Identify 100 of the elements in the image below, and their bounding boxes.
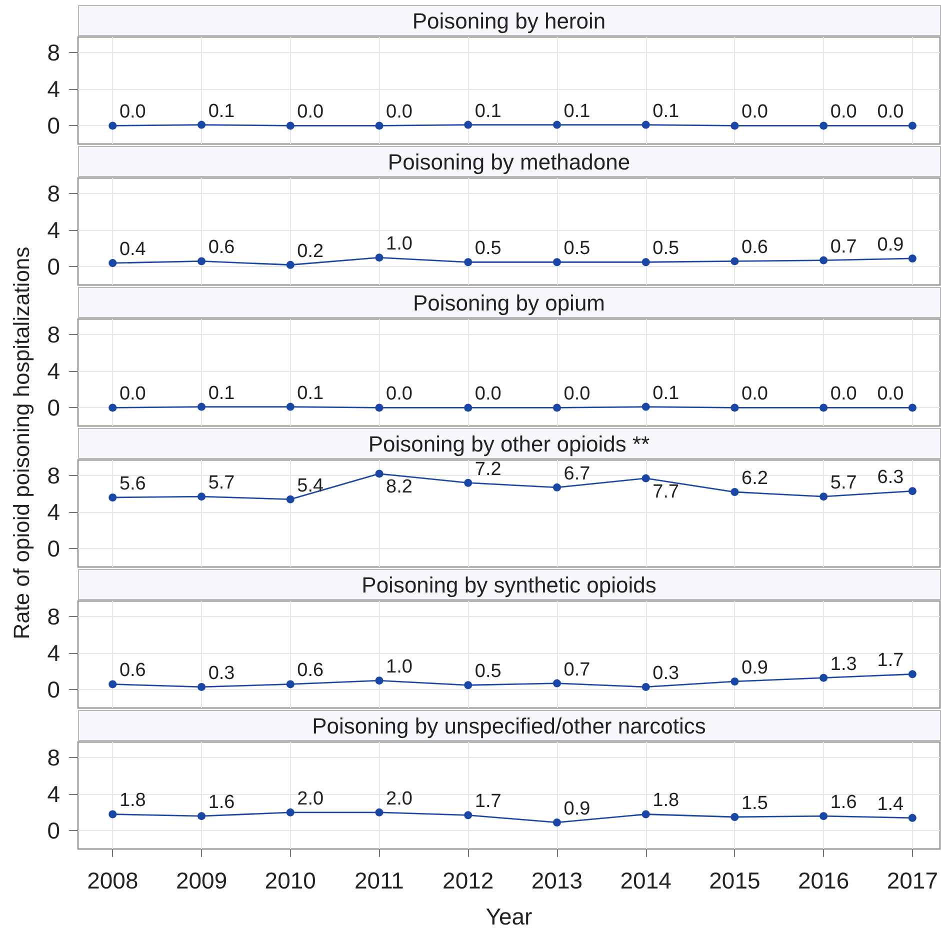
data-label: 5.4 <box>297 475 324 496</box>
data-label: 5.6 <box>119 473 146 494</box>
point <box>730 257 739 266</box>
point <box>552 818 561 826</box>
x-tick-label: 2008 <box>87 868 138 894</box>
data-label: 1.3 <box>830 654 857 675</box>
data-label: 0.0 <box>119 384 146 405</box>
data-label: 0.9 <box>742 657 768 678</box>
x-tick-label: 2010 <box>264 868 316 894</box>
y-tick-label: 8 <box>47 180 60 207</box>
x-tick-label: 2016 <box>798 868 850 894</box>
data-label: 1.6 <box>208 792 235 814</box>
data-label: 0.0 <box>742 102 768 123</box>
chart-title: Poisoning by other opioids ** <box>368 432 650 456</box>
data-label: 5.7 <box>208 472 235 494</box>
point <box>198 492 206 501</box>
point <box>464 478 472 487</box>
data-label: 0.1 <box>474 100 502 122</box>
y-tick-label: 0 <box>47 536 60 562</box>
data-label: 0.0 <box>742 384 768 405</box>
data-label: 0.0 <box>297 102 324 123</box>
data-label: 0.0 <box>564 384 590 405</box>
point <box>908 814 916 822</box>
data-label: 6.2 <box>742 468 768 490</box>
y-tick-label: 4 <box>47 76 60 102</box>
data-label: 0.0 <box>386 384 412 405</box>
x-tick-label: 2017 <box>886 868 938 894</box>
data-label: 0.2 <box>297 240 324 262</box>
data-label: 0.1 <box>208 100 235 122</box>
data-label: 0.0 <box>877 102 904 123</box>
point <box>908 487 916 496</box>
point <box>730 812 739 821</box>
x-tick-label: 2012 <box>442 868 494 894</box>
data-label: 0.9 <box>564 798 590 820</box>
data-label: 5.7 <box>830 472 857 494</box>
data-label: 2.0 <box>386 788 412 810</box>
data-label: 0.0 <box>830 102 857 123</box>
y-tick-label: 0 <box>47 676 60 703</box>
point <box>286 495 294 504</box>
data-label: 0.6 <box>208 237 235 258</box>
point <box>642 810 650 818</box>
y-tick-label: 0 <box>47 394 60 421</box>
data-label: 6.7 <box>564 463 590 484</box>
data-label: 1.6 <box>830 792 857 814</box>
point <box>552 258 561 266</box>
point <box>198 812 206 820</box>
point <box>286 260 294 269</box>
x-tick-label: 2009 <box>176 868 228 894</box>
data-label: 0.0 <box>119 102 146 123</box>
data-label: 0.0 <box>830 384 857 405</box>
data-label: 0.0 <box>386 102 412 123</box>
y-tick-label: 0 <box>47 818 60 844</box>
point <box>286 680 294 688</box>
y-tick-label: 8 <box>47 40 60 66</box>
data-label: 1.7 <box>877 650 904 672</box>
data-label: 1.0 <box>386 656 412 678</box>
point <box>820 256 828 264</box>
x-tick-label: 2014 <box>620 868 672 894</box>
point <box>642 682 650 691</box>
y-axis-title: Rate of opioid poisoning hospitalizations <box>9 246 34 640</box>
point <box>820 812 828 820</box>
point <box>642 258 650 266</box>
point <box>198 257 206 266</box>
y-tick-label: 0 <box>47 112 60 139</box>
point <box>375 808 384 816</box>
data-label: 7.2 <box>474 458 502 480</box>
data-label: 1.4 <box>877 794 904 815</box>
point <box>820 674 828 682</box>
point <box>908 254 916 262</box>
y-tick-label: 8 <box>47 462 60 489</box>
data-label: 0.1 <box>297 382 324 404</box>
point <box>464 681 472 690</box>
data-label: 0.6 <box>119 660 146 682</box>
data-label: 1.8 <box>652 790 680 812</box>
x-tick-label: 2015 <box>709 868 760 894</box>
y-tick-label: 4 <box>47 640 60 666</box>
data-label: 0.1 <box>564 100 590 122</box>
data-label: 1.7 <box>474 791 502 812</box>
point <box>820 492 828 501</box>
data-label: 0.0 <box>474 384 502 405</box>
x-tick-label: 2013 <box>531 868 583 894</box>
data-label: 0.5 <box>474 661 502 682</box>
point <box>642 474 650 482</box>
point <box>108 494 117 502</box>
point <box>730 677 739 686</box>
point <box>375 254 384 262</box>
point <box>108 810 117 818</box>
data-label: 0.7 <box>564 659 590 680</box>
chart-title: Poisoning by heroin <box>412 8 606 34</box>
data-label: 1.5 <box>741 792 768 814</box>
data-label: 0.1 <box>208 382 235 404</box>
data-label: 2.0 <box>297 788 324 810</box>
point <box>108 680 117 688</box>
y-tick-label: 4 <box>47 499 60 526</box>
data-label: 0.3 <box>652 662 680 684</box>
y-tick-label: 8 <box>47 322 60 348</box>
point <box>908 670 916 678</box>
point <box>464 811 472 820</box>
data-label: 1.8 <box>119 790 146 812</box>
data-label: 0.6 <box>297 660 324 682</box>
